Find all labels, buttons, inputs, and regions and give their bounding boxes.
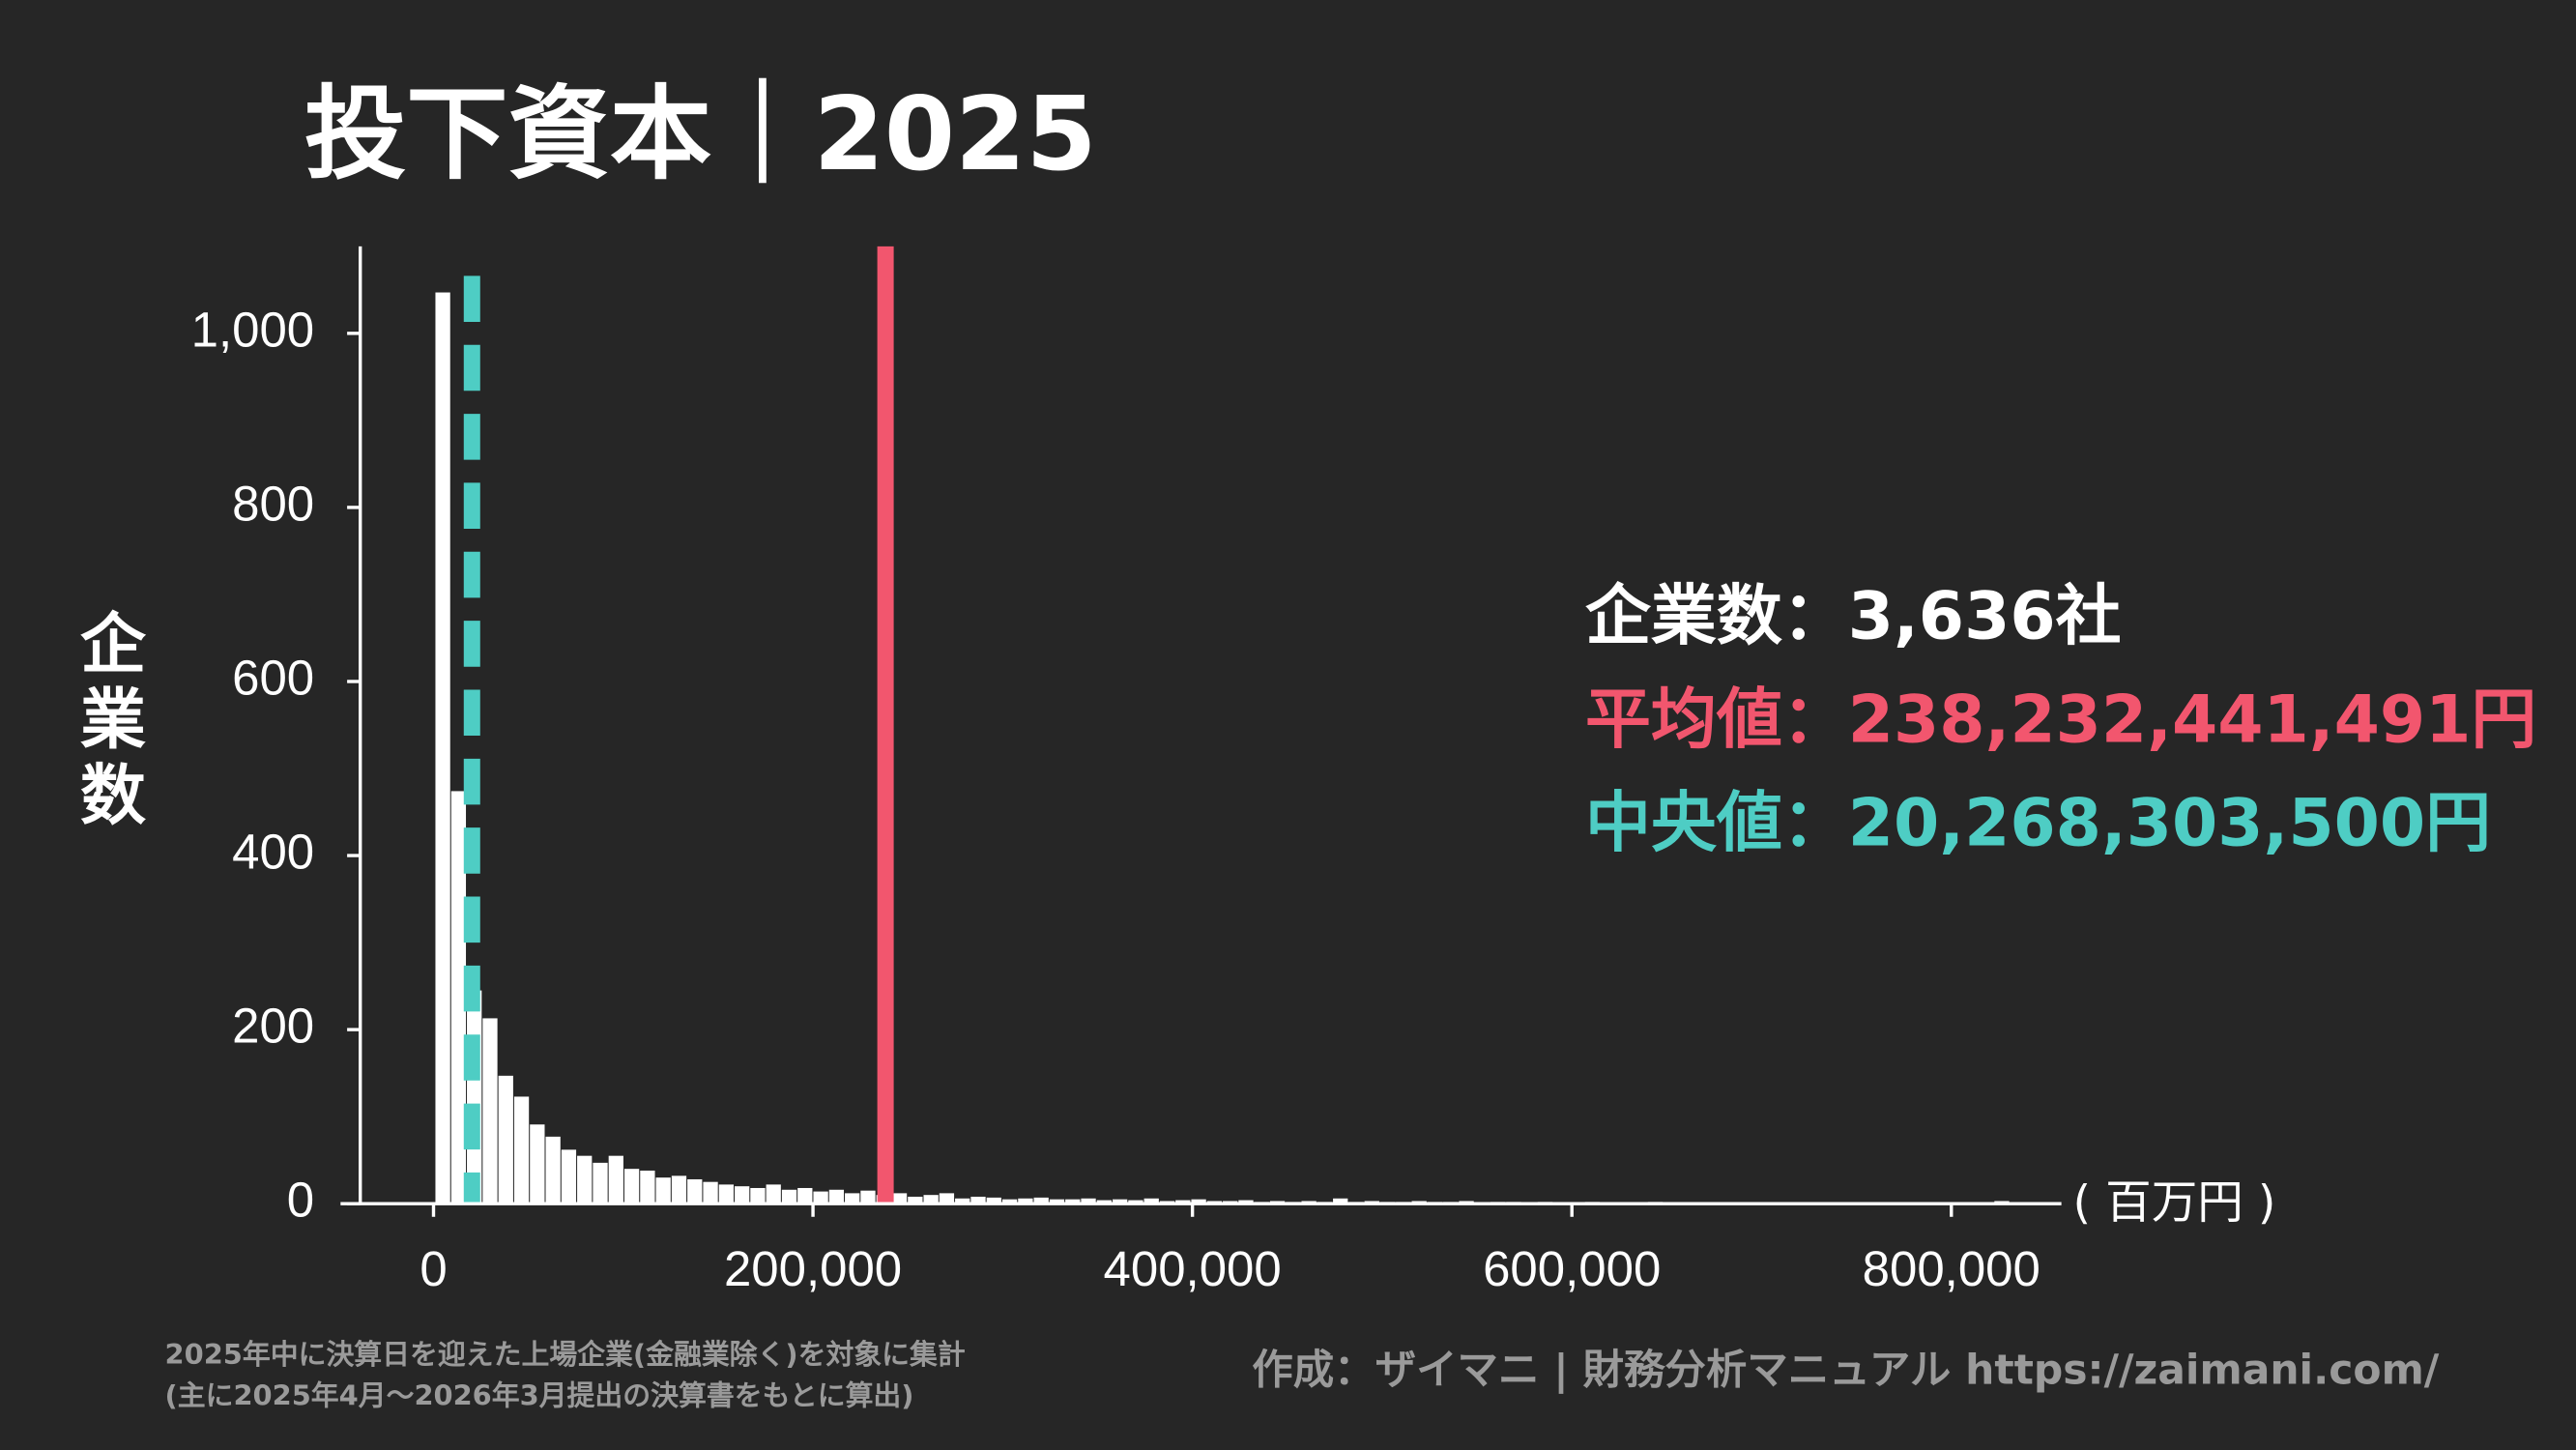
- bar: [860, 1190, 876, 1204]
- bar: [828, 1189, 845, 1204]
- bar: [623, 1169, 640, 1204]
- bar: [891, 1193, 908, 1204]
- bar: [513, 1096, 530, 1204]
- bar: [1049, 1199, 1065, 1204]
- x-tick-label: 400,000: [1104, 1241, 1282, 1296]
- bar: [687, 1178, 703, 1204]
- bar: [1112, 1199, 1128, 1204]
- x-tick-label: 800,000: [1863, 1241, 2041, 1296]
- bar: [530, 1124, 545, 1204]
- bar: [467, 990, 482, 1204]
- bar: [986, 1197, 1001, 1204]
- bar: [1081, 1198, 1096, 1204]
- bar: [1333, 1198, 1348, 1204]
- bar: [813, 1191, 828, 1204]
- bar: [577, 1155, 593, 1204]
- bar: [923, 1195, 939, 1204]
- bar: [450, 791, 467, 1204]
- y-tick-label: 200: [232, 999, 314, 1054]
- bar: [845, 1193, 860, 1204]
- bar: [797, 1187, 813, 1204]
- x-unit-label: ( 百万円 ): [2073, 1176, 2276, 1230]
- chart-title: 投下資本｜2025: [304, 74, 1097, 193]
- bar: [1143, 1198, 1159, 1204]
- bar: [655, 1177, 671, 1204]
- bar: [970, 1196, 986, 1204]
- footnote: 2025年中に決算日を迎えた上場企業(金融業除く)を対象に集計: [165, 1338, 966, 1371]
- bar: [1018, 1198, 1033, 1204]
- y-axis-label: 企業数: [68, 609, 145, 836]
- bar: [939, 1193, 955, 1204]
- bar: [640, 1170, 655, 1204]
- bar: [498, 1075, 513, 1204]
- bar: [955, 1198, 970, 1204]
- bar: [435, 292, 450, 1204]
- bar: [1065, 1199, 1081, 1204]
- y-tick-label: 600: [232, 650, 314, 705]
- bar: [1033, 1197, 1049, 1204]
- stat-text: 中央値：20,268,303,500円: [1585, 786, 2491, 862]
- stat-text: 平均値：238,232,441,491円: [1585, 682, 2536, 759]
- bar: [1001, 1199, 1018, 1204]
- bar: [1238, 1200, 1254, 1204]
- x-tick-label: 0: [420, 1241, 447, 1296]
- bar: [671, 1175, 687, 1204]
- bar: [1096, 1200, 1112, 1204]
- bar: [1191, 1199, 1206, 1204]
- y-tick-label: 0: [287, 1173, 314, 1228]
- bar: [1128, 1200, 1143, 1204]
- bar: [593, 1162, 608, 1204]
- bar: [908, 1196, 923, 1204]
- y-tick-label: 1,000: [191, 302, 315, 357]
- bar: [608, 1155, 623, 1204]
- y-tick-label: 400: [232, 825, 314, 880]
- bar: [545, 1136, 561, 1204]
- y-tick-label: 800: [232, 476, 314, 531]
- bar: [703, 1181, 718, 1204]
- bar: [781, 1189, 797, 1204]
- bar: [766, 1184, 781, 1204]
- bar: [718, 1184, 734, 1204]
- stat-text: 企業数：3,636社: [1585, 579, 2122, 655]
- bar: [561, 1149, 577, 1204]
- footnote: (主に2025年4月〜2026年3月提出の決算書をもとに算出): [165, 1379, 914, 1412]
- x-tick-label: 200,000: [724, 1241, 902, 1296]
- x-tick-label: 600,000: [1483, 1241, 1661, 1296]
- bar: [1175, 1200, 1191, 1204]
- bar: [735, 1186, 750, 1204]
- bar: [750, 1187, 766, 1204]
- bar: [482, 1018, 498, 1204]
- credit: 作成：ザイマニ | 財務分析マニュアル https://zaimani.com/: [1252, 1348, 2440, 1395]
